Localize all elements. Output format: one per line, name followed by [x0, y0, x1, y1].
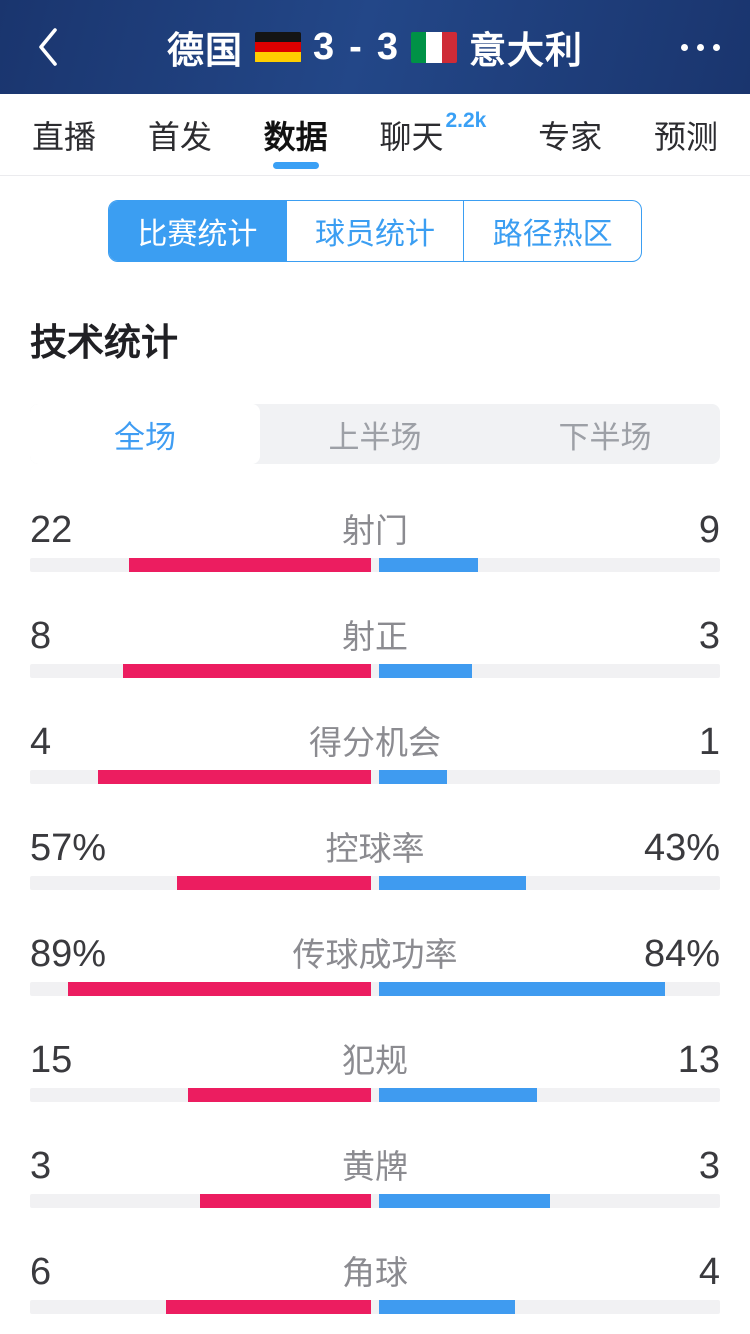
- stat-bar-track: [30, 876, 720, 890]
- away-stat-value: 1: [698, 721, 720, 763]
- away-stat-value: 84%: [643, 933, 720, 975]
- home-stat-value: 4: [30, 721, 52, 763]
- stat-bar-track: [30, 1088, 720, 1102]
- stat-row: 57% 控球率 43%: [0, 800, 750, 906]
- stat-label: 得分机会: [309, 724, 441, 761]
- away-stat-value: 13: [677, 1039, 720, 1081]
- stat-bar-track: [30, 1194, 720, 1208]
- stat-row: 6 角球 4: [0, 1224, 750, 1330]
- home-stat-bar: [188, 1088, 371, 1102]
- away-stat-value: 4: [698, 1251, 720, 1293]
- home-stat-value: 6: [30, 1251, 52, 1293]
- period-tab-2[interactable]: 上半场: [328, 419, 422, 455]
- stat-row: 22 射门 9: [0, 482, 750, 588]
- away-team-name: 意大利: [468, 30, 583, 71]
- away-stat-value: 43%: [643, 827, 720, 869]
- section-title: 技术统计: [30, 322, 178, 363]
- period-tab-bar: 全场 上半场 下半场: [30, 404, 720, 464]
- nav-tab-label: 数据: [263, 118, 328, 155]
- home-stat-value: 3: [30, 1145, 52, 1187]
- away-score: 3: [376, 25, 399, 68]
- nav-tab-label: 首发: [147, 118, 212, 155]
- stat-label: 角球: [342, 1254, 408, 1291]
- match-score: 3 - 3: [313, 26, 399, 69]
- home-stat-bar: [177, 876, 371, 890]
- stat-bar-track: [30, 1300, 720, 1314]
- home-stat-value: 15: [30, 1039, 73, 1081]
- stat-label: 犯规: [342, 1042, 408, 1079]
- nav-tab-2[interactable]: 首发: [146, 94, 214, 175]
- italy-flag-icon: [410, 31, 457, 63]
- period-tab-3[interactable]: 下半场: [558, 419, 652, 455]
- stat-row: 89% 传球成功率 84%: [0, 906, 750, 1012]
- away-stat-bar: [379, 982, 665, 996]
- stat-bar-track: [30, 664, 720, 678]
- away-stat-bar: [379, 1300, 515, 1314]
- germany-flag-icon: [255, 31, 302, 63]
- stat-bar-track: [30, 558, 720, 572]
- nav-tab-label: 直播: [32, 118, 97, 155]
- home-stat-bar: [129, 558, 371, 572]
- away-stat-bar: [379, 1194, 550, 1208]
- away-stat-value: 9: [698, 509, 720, 551]
- ellipsis-icon: [680, 43, 688, 51]
- away-stat-bar: [379, 876, 526, 890]
- match-header: 德国 3 - 3 意大利: [0, 0, 750, 94]
- nav-tab-label: 预测: [653, 118, 718, 155]
- sub-tab-3[interactable]: 路径热区: [463, 201, 641, 261]
- stat-type-segmented-control: 比赛统计 球员统计 路径热区: [108, 200, 642, 262]
- period-tab-1[interactable]: 全场: [30, 404, 260, 464]
- sub-tab-1[interactable]: 比赛统计: [109, 201, 286, 261]
- more-button[interactable]: [670, 0, 730, 94]
- nav-tab-5[interactable]: 专家: [536, 94, 604, 175]
- nav-tab-1[interactable]: 直播: [30, 94, 98, 175]
- back-button[interactable]: [18, 0, 78, 94]
- stat-row: 4 得分机会 1: [0, 694, 750, 800]
- stat-label: 控球率: [325, 830, 425, 867]
- home-stat-bar: [166, 1300, 371, 1314]
- away-stat-bar: [379, 664, 472, 678]
- home-team-name: 德国: [167, 30, 244, 71]
- home-stat-bar: [200, 1194, 371, 1208]
- nav-tab-6[interactable]: 预测: [652, 94, 720, 175]
- nav-tab-label: 聊天: [379, 118, 444, 155]
- stat-row: 15 犯规 13: [0, 1012, 750, 1118]
- stats-list: 22 射门 9 8 射正 3 4 得分机会 1: [0, 482, 750, 1330]
- home-score: 3: [313, 25, 336, 68]
- stat-label: 传球成功率: [292, 936, 458, 973]
- home-stat-value: 89%: [30, 933, 107, 975]
- away-stat-value: 3: [698, 1145, 720, 1187]
- nav-tab-label: 专家: [538, 118, 603, 155]
- stat-row: 8 射正 3: [0, 588, 750, 694]
- home-stat-value: 8: [30, 615, 52, 657]
- match-title: 德国 3 - 3 意大利: [0, 20, 750, 74]
- away-stat-value: 3: [698, 615, 720, 657]
- chevron-left-icon: [39, 28, 57, 66]
- home-stat-value: 22: [30, 509, 73, 551]
- stat-label: 射门: [342, 512, 408, 549]
- sub-tab-2[interactable]: 球员统计: [285, 201, 464, 261]
- away-stat-bar: [379, 1088, 537, 1102]
- away-stat-bar: [379, 770, 447, 784]
- score-separator: -: [349, 25, 363, 68]
- nav-tab-4[interactable]: 聊天 2.2k: [377, 94, 488, 175]
- stat-label: 射正: [342, 618, 408, 655]
- home-stat-value: 57%: [30, 827, 107, 869]
- nav-tab-3[interactable]: 数据: [262, 94, 330, 175]
- stat-label: 黄牌: [342, 1148, 408, 1185]
- chat-count-badge: 2.2k: [445, 108, 487, 132]
- home-stat-bar: [68, 982, 371, 996]
- away-stat-bar: [379, 558, 478, 572]
- stat-bar-track: [30, 770, 720, 784]
- nav-tab-bar: 直播 首发 数据 聊天 2.2k 专家 预测: [0, 94, 750, 176]
- stat-row: 3 黄牌 3: [0, 1118, 750, 1224]
- home-stat-bar: [123, 664, 371, 678]
- home-stat-bar: [98, 770, 371, 784]
- stat-bar-track: [30, 982, 720, 996]
